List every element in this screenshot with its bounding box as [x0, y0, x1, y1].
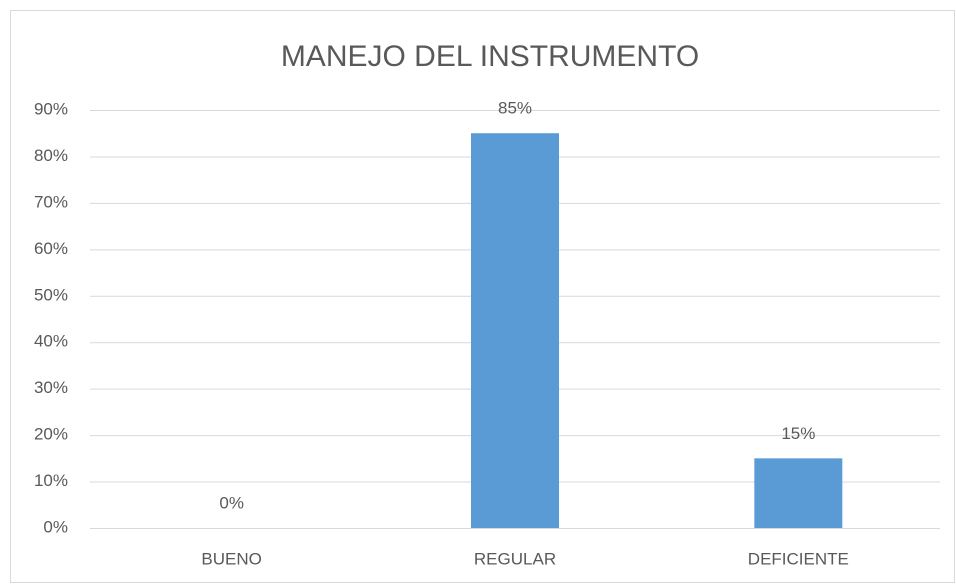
- y-tick-label: 10%: [34, 471, 68, 490]
- bar: [754, 458, 843, 528]
- data-label: 15%: [781, 424, 815, 443]
- data-label: 0%: [219, 493, 244, 512]
- y-tick-label: 50%: [34, 285, 68, 304]
- y-tick-label: 0%: [43, 517, 68, 536]
- x-tick-label: DEFICIENTE: [748, 549, 849, 568]
- y-tick-label: 20%: [34, 425, 68, 444]
- y-tick-label: 40%: [34, 332, 68, 351]
- y-tick-label: 90%: [34, 99, 68, 118]
- y-tick-label: 70%: [34, 192, 68, 211]
- chart-title: MANEJO DEL INSTRUMENTO: [281, 40, 699, 73]
- bar: [471, 133, 559, 528]
- y-tick-label: 60%: [34, 239, 68, 258]
- data-label: 85%: [498, 99, 532, 118]
- x-tick-label: REGULAR: [474, 549, 556, 568]
- x-tick-label: BUENO: [201, 549, 261, 568]
- y-tick-label: 30%: [34, 378, 68, 397]
- y-tick-label: 80%: [34, 146, 68, 165]
